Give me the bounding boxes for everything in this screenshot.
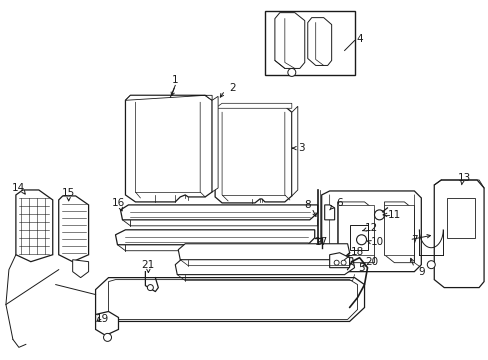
Polygon shape: [175, 258, 354, 275]
Bar: [337, 205, 374, 255]
Polygon shape: [95, 311, 118, 336]
Polygon shape: [59, 196, 88, 262]
Polygon shape: [215, 103, 291, 108]
Text: 8: 8: [304, 200, 310, 210]
Text: 3: 3: [298, 143, 305, 153]
Text: 2: 2: [229, 84, 236, 93]
Text: 10: 10: [370, 237, 383, 247]
Circle shape: [287, 68, 295, 76]
Circle shape: [333, 260, 339, 265]
Polygon shape: [215, 106, 291, 203]
Bar: [447, 198, 474, 238]
Circle shape: [356, 235, 366, 245]
Polygon shape: [291, 106, 297, 196]
Polygon shape: [115, 230, 314, 245]
Text: 12: 12: [364, 223, 377, 233]
Text: 15: 15: [62, 188, 75, 198]
Text: 17: 17: [314, 237, 327, 247]
Text: 18: 18: [350, 247, 364, 257]
Polygon shape: [95, 278, 364, 321]
Text: 14: 14: [12, 183, 25, 193]
Text: 11: 11: [387, 210, 400, 220]
Bar: [264, 11, 354, 75]
Text: 16: 16: [112, 198, 125, 208]
Circle shape: [427, 261, 434, 269]
Text: 5: 5: [358, 263, 364, 273]
Text: 4: 4: [356, 33, 362, 44]
Polygon shape: [16, 190, 53, 262]
Text: 19: 19: [96, 314, 109, 324]
Text: 6: 6: [336, 198, 342, 208]
Polygon shape: [384, 202, 413, 263]
Polygon shape: [125, 95, 212, 100]
Polygon shape: [324, 205, 334, 220]
Polygon shape: [73, 260, 88, 278]
Circle shape: [103, 333, 111, 341]
Bar: [349, 225, 367, 250]
Polygon shape: [337, 202, 374, 263]
Circle shape: [341, 260, 346, 265]
Bar: [384, 205, 413, 255]
Text: 7: 7: [410, 235, 417, 245]
Polygon shape: [178, 244, 349, 260]
Polygon shape: [212, 96, 218, 192]
Polygon shape: [433, 180, 483, 288]
Polygon shape: [120, 205, 317, 220]
Text: 1: 1: [172, 75, 178, 85]
Polygon shape: [321, 191, 421, 272]
Circle shape: [147, 285, 153, 291]
Polygon shape: [125, 95, 212, 202]
Polygon shape: [274, 13, 304, 68]
Circle shape: [374, 210, 384, 220]
Text: 20: 20: [364, 257, 377, 267]
Text: 21: 21: [142, 260, 155, 270]
Polygon shape: [329, 253, 349, 268]
Text: 9: 9: [417, 267, 424, 276]
Text: 13: 13: [457, 173, 470, 183]
Polygon shape: [307, 18, 331, 66]
Polygon shape: [108, 280, 357, 319]
